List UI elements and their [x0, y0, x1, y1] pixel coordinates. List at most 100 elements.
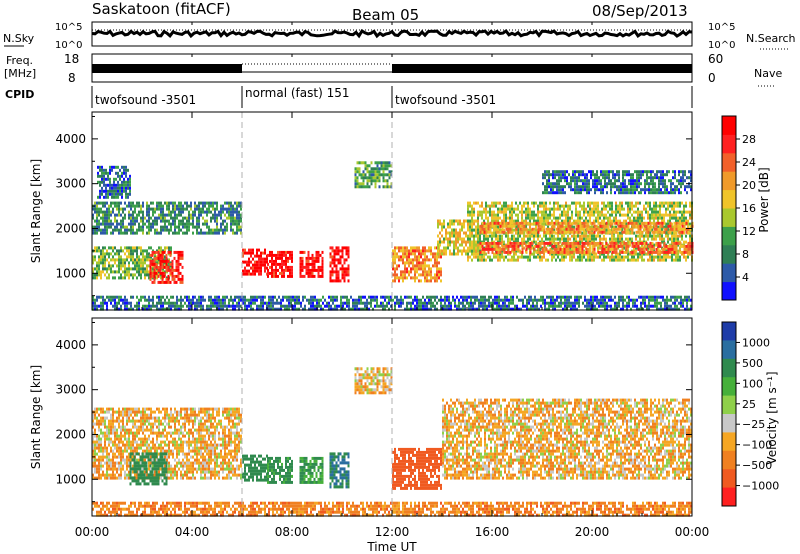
power-cell [661, 237, 663, 241]
power-cell [473, 252, 475, 256]
power-cell [577, 247, 580, 251]
power-cell [628, 191, 630, 195]
power-cell [623, 243, 625, 247]
power-cell [165, 268, 168, 272]
power-cell [354, 173, 357, 177]
power-cell [650, 179, 652, 183]
power-cell [132, 267, 134, 271]
power-cell [501, 249, 503, 253]
power-cell [511, 219, 513, 223]
power-cell [256, 260, 258, 264]
power-cell [96, 225, 98, 229]
power-cell [545, 227, 548, 231]
power-cell [479, 234, 481, 238]
power-cell [376, 173, 379, 177]
power-cell [285, 259, 287, 263]
power-cell [539, 210, 541, 214]
power-cell [636, 170, 638, 174]
power-cell [96, 210, 98, 214]
power-cell [669, 201, 671, 205]
power-cell [400, 258, 402, 262]
power-cell [653, 204, 655, 208]
power-cell [146, 304, 148, 308]
power-cell [277, 262, 279, 266]
power-cell [264, 266, 266, 270]
power-cell [595, 227, 598, 231]
power-cell [118, 298, 120, 302]
power-cell [505, 224, 508, 228]
power-cell [150, 222, 152, 226]
power-cell [103, 189, 105, 193]
power-cell [649, 213, 651, 217]
power-cell [561, 221, 564, 225]
power-cell [663, 247, 666, 251]
power-cell [128, 270, 130, 274]
power-cell [681, 213, 683, 217]
power-cell [240, 201, 242, 205]
power-cell [430, 258, 432, 262]
power-cell [451, 228, 453, 232]
power-cell [557, 241, 560, 245]
power-cell [398, 246, 400, 250]
power-cell [673, 224, 676, 228]
power-cell [491, 204, 493, 208]
power-cell [160, 249, 162, 253]
power-cell [98, 261, 100, 265]
power-cell [617, 219, 619, 223]
power-cell [669, 221, 672, 225]
power-cell [631, 204, 633, 208]
power-cell [168, 231, 170, 235]
power-cell [467, 210, 469, 214]
power-cell [681, 227, 684, 231]
power-cell [420, 264, 422, 268]
power-cell [667, 222, 669, 226]
power-cell [593, 252, 595, 256]
power-cell [174, 204, 176, 208]
power-cell [104, 231, 106, 235]
power-cell [507, 250, 510, 254]
power-cell [600, 191, 602, 195]
power-cell [129, 180, 131, 184]
power-cell [597, 241, 600, 245]
power-cell [497, 241, 500, 245]
power-cell [635, 237, 637, 241]
power-cell [153, 280, 156, 284]
power-cell [573, 252, 575, 256]
power-cell [271, 262, 273, 266]
power-cell [523, 234, 525, 238]
power-cell [129, 177, 131, 181]
power-cell [457, 222, 459, 226]
power-cell [206, 207, 208, 211]
power-cell [96, 213, 98, 217]
power-cell [457, 249, 459, 253]
power-cell [553, 230, 556, 234]
power-cell [621, 228, 623, 232]
power-cell [499, 224, 502, 228]
power-cell [116, 222, 118, 226]
power-cell [685, 240, 687, 244]
power-cell [668, 170, 670, 174]
power-cell [583, 250, 586, 254]
power-cell [619, 234, 621, 238]
power-cell [179, 280, 182, 284]
power-cell [487, 210, 489, 214]
power-cell [140, 276, 142, 280]
power-cell [661, 255, 663, 259]
power-cell [128, 267, 130, 271]
power-cell [606, 182, 608, 186]
power-cell [485, 244, 488, 248]
power-cell [603, 252, 605, 256]
power-cell [620, 182, 622, 186]
power-cell [455, 246, 457, 250]
power-cell [170, 201, 172, 205]
power-cell [493, 227, 496, 231]
power-cell [307, 262, 310, 266]
power-cell [174, 213, 176, 217]
power-cell [106, 213, 108, 217]
power-cell [184, 231, 186, 235]
power-cell [307, 253, 310, 257]
power-cell [210, 295, 212, 299]
power-cell [142, 295, 144, 299]
power-cell [212, 201, 214, 205]
